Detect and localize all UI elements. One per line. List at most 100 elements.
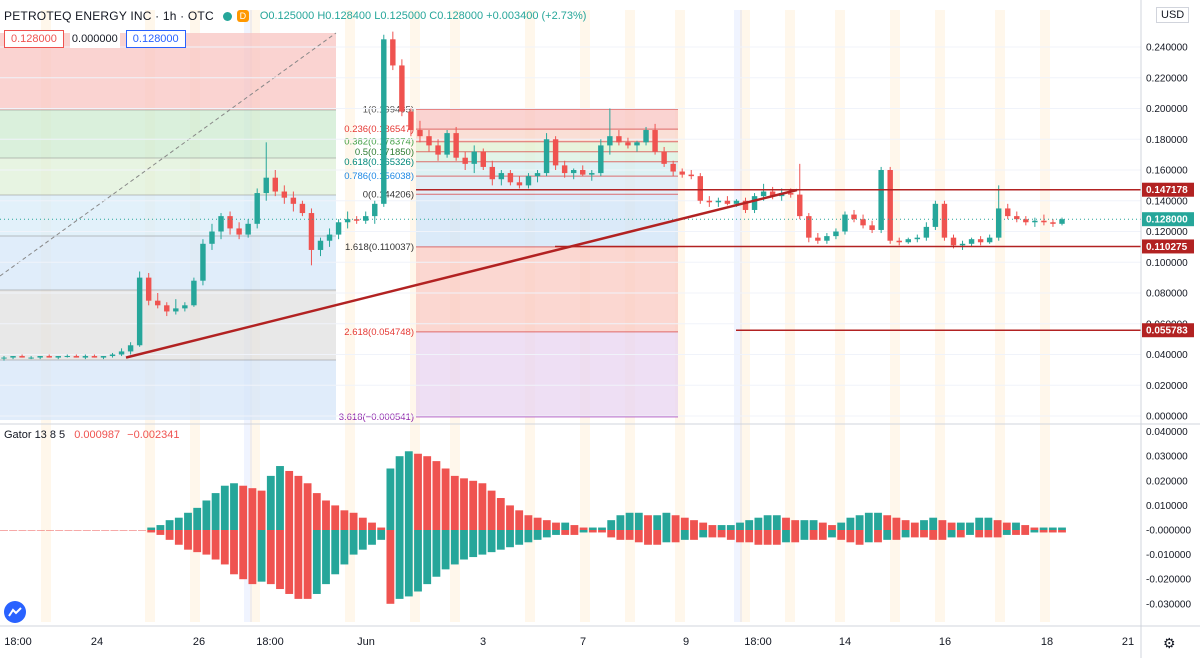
price-tick-label: 0.040000 [1146, 350, 1188, 361]
candle [417, 130, 423, 137]
symbol-title[interactable]: PETROTEQ ENERGY INC · 1h · OTC [4, 9, 214, 23]
fib-zone-left [0, 158, 336, 195]
gator-upper-bar [1039, 527, 1048, 530]
gator-upper-bar [542, 520, 551, 530]
gator-upper-bar [828, 525, 836, 530]
gator-lower-bar [984, 530, 993, 538]
candle [326, 234, 333, 241]
candle [498, 173, 505, 180]
time-tick-label: 9 [683, 636, 689, 648]
gator-lower-bar [938, 530, 947, 540]
gator-upper-bar [938, 520, 947, 530]
candle [1014, 216, 1020, 220]
candle [869, 225, 875, 230]
gator-upper-bar [1048, 527, 1057, 530]
candle [679, 171, 685, 175]
fib-zone-left [0, 290, 336, 360]
gator-upper-bar [671, 515, 680, 530]
candle [932, 203, 939, 227]
settings-gear-icon[interactable]: ⚙ [1163, 635, 1176, 651]
candle [462, 157, 468, 164]
gator-upper-bar [984, 517, 993, 530]
gator-lower-bar [220, 530, 229, 565]
gator-upper-bar [478, 483, 487, 530]
gator-lower-bar [174, 530, 183, 545]
candle [444, 133, 450, 155]
gator-upper-bar [331, 505, 340, 530]
gator-upper-bar [395, 456, 404, 530]
candle [281, 191, 288, 198]
gator-upper-bar [1021, 525, 1030, 530]
candle [507, 173, 514, 183]
fib-zone-right [416, 246, 678, 332]
gator-upper-bar [377, 527, 386, 530]
candle [1, 357, 7, 359]
gator-lower-bar [680, 530, 689, 540]
gator-upper-bar [524, 515, 533, 530]
candle [534, 173, 541, 177]
gator-lower-bar [55, 530, 64, 531]
gator-upper-bar [993, 520, 1002, 530]
candle [100, 356, 107, 358]
gator-lower-bar [496, 530, 505, 550]
gator-tick-label: 0.030000 [1146, 452, 1188, 463]
gator-upper-bar [662, 512, 671, 530]
gator-upper-bar [386, 468, 395, 530]
gator-lower-bar [542, 530, 551, 538]
candle [570, 170, 577, 174]
time-tick-label: 24 [91, 636, 103, 648]
gator-lower-bar [202, 530, 211, 555]
gator-upper-bar [220, 485, 229, 530]
candle [28, 357, 34, 359]
gator-lower-bar [947, 530, 956, 538]
candle [977, 239, 984, 243]
gator-lower-bar [1058, 530, 1066, 533]
time-tick-label: 18:00 [256, 636, 284, 648]
indicator-value-2: −0.002341 [127, 429, 180, 441]
gator-upper-bar [708, 525, 717, 530]
gator-upper-bar [975, 517, 984, 530]
value-boxes: 0.128000 0.000000 0.128000 [4, 30, 186, 48]
gator-tick-label: -0.000000 [1146, 526, 1191, 537]
price-tick-label: 0.100000 [1146, 258, 1188, 269]
gator-lower-bar [993, 530, 1002, 538]
gator-lower-bar [726, 530, 735, 540]
gator-upper-bar [956, 522, 965, 530]
ohlc-change: +0.003400 (+2.73%) [486, 10, 587, 22]
gator-upper-bar [450, 475, 459, 530]
fib-zone-right [416, 331, 678, 417]
tradingview-logo-icon[interactable] [4, 601, 26, 623]
value-box-1[interactable]: 0.128000 [4, 30, 64, 48]
candle [715, 200, 722, 203]
indicator-name[interactable]: Gator 13 8 5 [4, 429, 66, 441]
gator-upper-bar [607, 520, 616, 530]
gator-upper-bar [533, 517, 542, 530]
gator-lower-bar [165, 530, 174, 540]
candle [769, 191, 776, 197]
candle [254, 193, 260, 224]
value-box-2: 0.000000 [69, 30, 120, 48]
gator-lower-bar [910, 530, 919, 538]
value-box-3[interactable]: 0.128000 [125, 30, 186, 48]
price-tick-label: 0.200000 [1146, 104, 1188, 115]
candle [634, 142, 640, 146]
candle [308, 213, 315, 250]
price-tick-label: 0.220000 [1146, 73, 1188, 84]
gator-lower-bar [9, 530, 18, 531]
gator-lower-bar [414, 530, 422, 592]
gator-upper-bar [901, 520, 910, 530]
gator-lower-bar [570, 530, 579, 535]
gator-upper-bar [818, 522, 827, 530]
gator-upper-bar [294, 475, 303, 530]
time-tick-label: 14 [839, 636, 851, 648]
candle [471, 151, 477, 164]
gator-upper-bar [717, 525, 726, 530]
gator-upper-bar [1012, 522, 1020, 530]
gator-upper-bar [846, 517, 855, 530]
gator-upper-bar [506, 505, 514, 530]
fib-trend-dashed [0, 32, 337, 277]
candle [851, 214, 857, 220]
gator-lower-bar [671, 530, 680, 543]
currency-button[interactable]: USD [1156, 7, 1190, 23]
